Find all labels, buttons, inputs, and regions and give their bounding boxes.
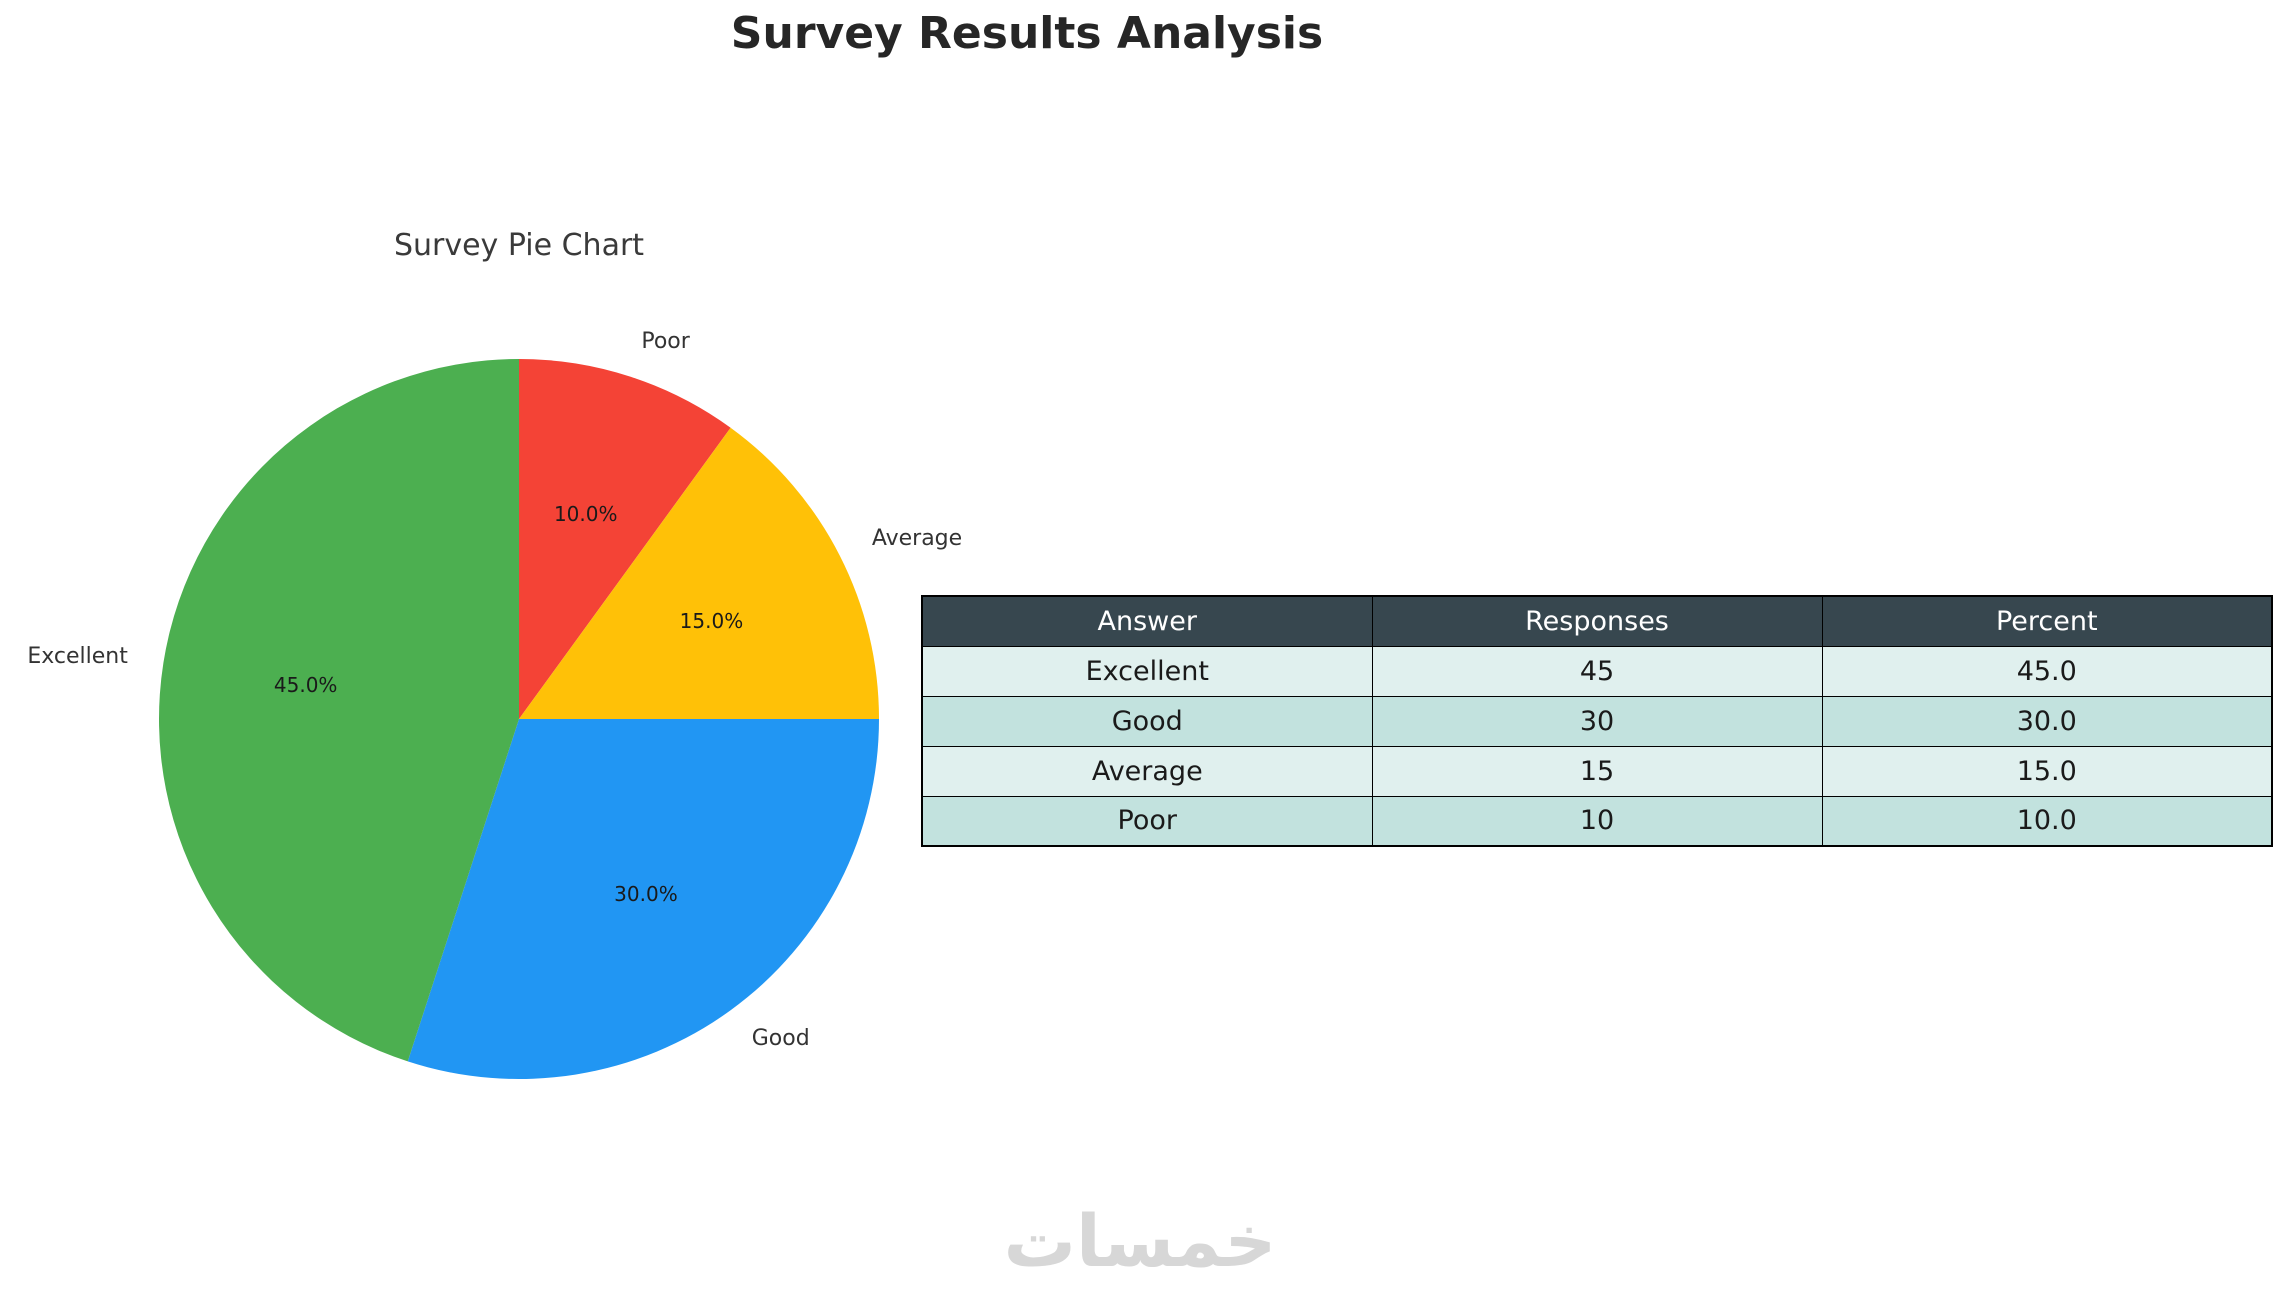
table-row-poor: Poor 10 10.0 — [921, 795, 2273, 847]
col-header-percent: Percent — [1821, 595, 2273, 647]
page-title: Survey Results Analysis — [730, 8, 1324, 59]
pie-category-label-average: Average — [871, 526, 963, 552]
survey-table: Answer Responses Percent Excellent 45 45.0… — [921, 595, 2273, 847]
pie-slice-average — [519, 427, 879, 719]
table-row-average: Average 15 15.0 — [921, 745, 2273, 797]
pie-slice-poor — [519, 359, 731, 719]
table-cell: 30.0 — [1821, 695, 2273, 747]
table-cell: Good — [921, 695, 1373, 747]
table-cell: Poor — [921, 795, 1373, 847]
col-header-answer: Answer — [921, 595, 1373, 647]
pie-chart — [158, 359, 879, 1079]
table-header-row: Answer Responses Percent — [921, 595, 2273, 647]
table-cell: 45 — [1371, 645, 1823, 697]
table-cell: 10 — [1371, 795, 1823, 847]
table-cell: 45.0 — [1821, 645, 2273, 697]
khamsat-watermark: خمسات — [1003, 1199, 1277, 1283]
pie-slice-good — [407, 719, 879, 1079]
table-row-good: Good 30 30.0 — [921, 695, 2273, 747]
pie-category-label-poor: Poor — [641, 329, 690, 355]
pie-slice-excellent — [158, 359, 519, 1062]
table-cell: 10.0 — [1821, 795, 2273, 847]
table-cell: Average — [921, 745, 1373, 797]
pie-category-label-excellent: Excellent — [27, 644, 128, 670]
survey-table-body: Excellent 45 45.0 Good 30 30.0 Average 15 15.0 Po… — [921, 645, 2273, 847]
table-cell: 30 — [1371, 695, 1823, 747]
col-header-responses: Responses — [1371, 595, 1823, 647]
table-cell: 15 — [1371, 745, 1823, 797]
table-cell: 15.0 — [1821, 745, 2273, 797]
table-row-excellent: Excellent 45 45.0 — [921, 645, 2273, 697]
pie-svg — [158, 359, 879, 1079]
pie-chart-title: Survey Pie Chart — [393, 228, 645, 263]
table-cell: Excellent — [921, 645, 1373, 697]
